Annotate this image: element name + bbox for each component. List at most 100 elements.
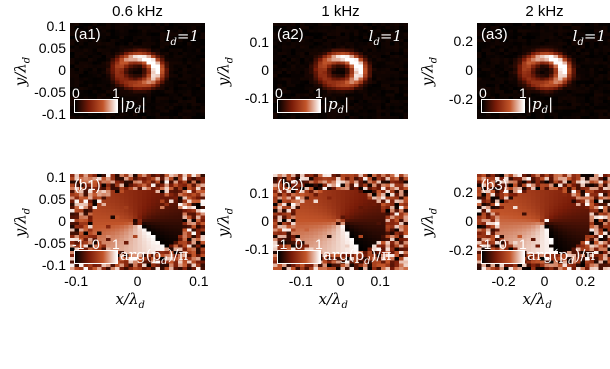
x-tick-label: 0.1 bbox=[370, 273, 390, 289]
label-end: =1 bbox=[176, 27, 199, 45]
y-tick-label: 0 bbox=[465, 62, 473, 78]
colorbar bbox=[74, 250, 118, 264]
label-main: y/λ bbox=[418, 214, 437, 238]
label-main: l bbox=[368, 27, 374, 45]
y-tick-label: -0.1 bbox=[244, 90, 269, 107]
y-tick-label: 0.1 bbox=[46, 18, 66, 35]
panel-label: (a2) bbox=[277, 26, 304, 43]
mode-label: ld=1 bbox=[369, 27, 402, 48]
colorbar-tick: -1 bbox=[275, 236, 288, 252]
y-tick-label: -0.05 bbox=[34, 83, 66, 100]
colorbar-tick: 1 bbox=[112, 236, 120, 252]
label-main: arg(p bbox=[323, 246, 365, 264]
heatmap-panel: (a1) ld=1 0 1 |pd| bbox=[70, 23, 205, 119]
column-title: 0.6 kHz bbox=[112, 3, 163, 20]
colorbar-tick: 0 bbox=[479, 85, 487, 101]
mode-label: ld=1 bbox=[573, 27, 606, 48]
colorbar-label: arg(pd)/π bbox=[120, 246, 188, 267]
label-main: arg(p bbox=[527, 246, 569, 264]
colorbar bbox=[277, 99, 321, 113]
colorbar-tick: -1 bbox=[479, 236, 492, 252]
label-main: x/λ bbox=[115, 290, 139, 308]
colorbar-tick: 0 bbox=[92, 236, 100, 252]
label-main: y/λ bbox=[214, 63, 233, 87]
y-tick-label: 0.1 bbox=[249, 184, 269, 201]
x-tick-label: 0 bbox=[540, 273, 549, 289]
x-tick-label: -0.1 bbox=[288, 273, 313, 289]
label-main: y/λ bbox=[11, 63, 30, 87]
y-axis-label: y/λd bbox=[12, 201, 33, 245]
label-end: )/π bbox=[370, 246, 392, 264]
label-subscript: d bbox=[577, 37, 584, 48]
y-axis-label: y/λd bbox=[419, 50, 440, 94]
x-tick-label: -0.2 bbox=[491, 273, 516, 289]
label-subscript: d bbox=[170, 37, 177, 48]
panel-label: (a3) bbox=[481, 26, 508, 43]
heatmap-panel: (a3) ld=1 0 1 |pd| bbox=[477, 23, 610, 119]
colorbar-tick: -1 bbox=[72, 236, 85, 252]
label-end: =1 bbox=[379, 27, 402, 45]
colorbar-tick: 0 bbox=[275, 85, 283, 101]
label-end: )/π bbox=[167, 246, 189, 264]
label-subscript: d bbox=[161, 256, 168, 267]
mode-label: ld=1 bbox=[166, 27, 199, 48]
colorbar-label: |pd| bbox=[527, 95, 553, 116]
panel-label: (b1) bbox=[74, 177, 101, 194]
colorbar-label: arg(pd)/π bbox=[323, 246, 391, 267]
label-subscript: d bbox=[21, 56, 33, 64]
label-subscript: d bbox=[568, 256, 575, 267]
y-tick-label: -0.1 bbox=[41, 105, 66, 122]
colorbar-tick: 0 bbox=[499, 236, 507, 252]
y-tick-label: -0.2 bbox=[448, 91, 473, 108]
label-end: | bbox=[548, 95, 554, 113]
label-main: |p bbox=[323, 95, 338, 113]
colorbar-label: arg(pd)/π bbox=[527, 246, 595, 267]
heatmap-panel: (a2) ld=1 0 1 |pd| bbox=[273, 23, 408, 119]
y-tick-label: -0.2 bbox=[448, 242, 473, 259]
heatmap-panel: (b2) -1 0 1 arg(pd)/π bbox=[273, 174, 408, 270]
label-end: )/π bbox=[574, 246, 596, 264]
panel-label: (a1) bbox=[74, 26, 101, 43]
label-main: l bbox=[165, 27, 171, 45]
colorbar-tick: 0 bbox=[295, 236, 303, 252]
y-tick-label: 0.2 bbox=[453, 32, 473, 49]
colorbar-tick: 1 bbox=[519, 85, 527, 101]
label-main: x/λ bbox=[318, 290, 342, 308]
y-tick-label: 0.05 bbox=[38, 191, 66, 208]
label-subscript: d bbox=[373, 37, 380, 48]
label-subscript: d bbox=[337, 105, 345, 116]
x-axis-label: x/λd bbox=[523, 290, 552, 311]
label-subscript: d bbox=[224, 207, 236, 215]
x-tick-label: -0.1 bbox=[64, 273, 89, 289]
label-end: | bbox=[141, 95, 147, 113]
column-title: 1 kHz bbox=[321, 3, 360, 20]
label-main: |p bbox=[527, 95, 542, 113]
label-subscript: d bbox=[138, 300, 145, 311]
label-end: | bbox=[344, 95, 350, 113]
label-subscript: d bbox=[224, 56, 236, 64]
label-subscript: d bbox=[341, 300, 348, 311]
label-main: x/λ bbox=[522, 290, 546, 308]
colorbar bbox=[277, 250, 321, 264]
y-tick-label: -0.1 bbox=[244, 241, 269, 258]
y-axis-label: y/λd bbox=[419, 201, 440, 245]
colorbar bbox=[74, 99, 118, 113]
x-tick-label: 0.1 bbox=[189, 273, 209, 289]
y-tick-label: 0.1 bbox=[46, 169, 66, 186]
label-main: y/λ bbox=[11, 214, 30, 238]
y-tick-label: 0 bbox=[261, 62, 269, 78]
panel-label: (b3) bbox=[481, 177, 508, 194]
colorbar-label: |pd| bbox=[120, 95, 146, 116]
y-tick-label: -0.05 bbox=[34, 234, 66, 251]
label-subscript: d bbox=[541, 105, 549, 116]
y-axis-label: y/λd bbox=[215, 201, 236, 245]
colorbar-tick: 1 bbox=[519, 236, 527, 252]
x-axis-label: x/λd bbox=[319, 290, 348, 311]
label-subscript: d bbox=[21, 207, 33, 215]
column-title: 2 kHz bbox=[525, 3, 564, 20]
heatmap-panel: (b3) -1 0 1 arg(pd)/π bbox=[477, 174, 610, 270]
y-tick-label: 0 bbox=[58, 213, 66, 229]
x-axis-label: x/λd bbox=[116, 290, 145, 311]
y-axis-label: y/λd bbox=[215, 50, 236, 94]
